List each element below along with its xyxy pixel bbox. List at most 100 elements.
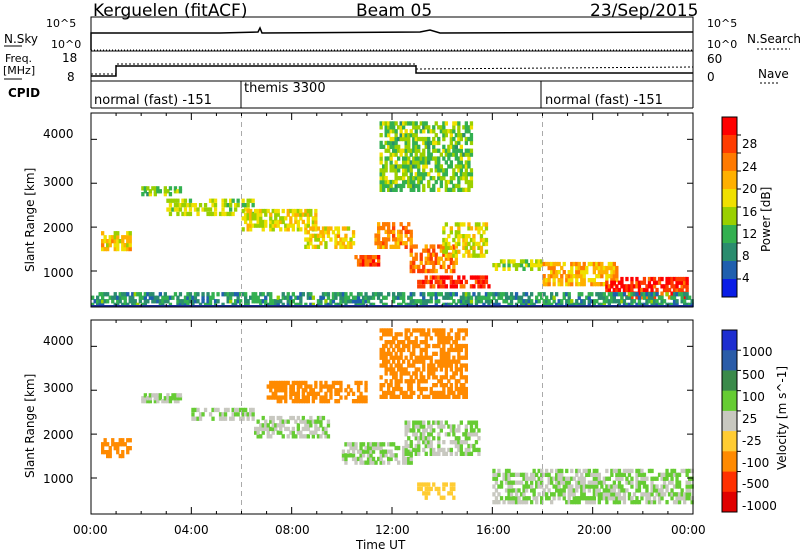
velocity-cell xyxy=(660,484,664,489)
y-tick-3000-bot: 3000 xyxy=(43,381,74,395)
power-cell xyxy=(580,265,584,271)
power-cell xyxy=(136,302,140,307)
velocity-cell xyxy=(652,488,657,493)
power-cell xyxy=(662,287,667,293)
velocity-cell xyxy=(464,347,468,353)
power-cell xyxy=(572,302,576,307)
velocity-cell xyxy=(422,428,426,433)
power-cell xyxy=(540,295,544,300)
velocity-cell xyxy=(397,359,401,364)
velocity-cell xyxy=(279,423,283,428)
power-cell xyxy=(414,140,418,146)
power-cell xyxy=(417,264,421,270)
power-cell xyxy=(432,144,436,149)
power-cell xyxy=(246,223,250,228)
power-cell xyxy=(409,233,413,238)
power-cell xyxy=(371,258,376,263)
velocity-cell xyxy=(655,488,659,493)
power-cell xyxy=(484,299,489,304)
power-cell xyxy=(153,186,157,191)
power-cell xyxy=(637,280,642,285)
power-cell xyxy=(399,237,403,242)
power-cell xyxy=(469,275,474,280)
velocity-cell xyxy=(550,476,554,481)
power-cell xyxy=(111,295,115,300)
velocity-cell xyxy=(407,386,411,392)
power-cell xyxy=(560,278,564,283)
power-cell xyxy=(419,279,423,285)
power-cell xyxy=(419,156,423,161)
velocity-cell xyxy=(384,359,388,364)
power-cell xyxy=(660,291,664,296)
power-cell xyxy=(454,234,458,239)
power-cell xyxy=(444,129,448,134)
power-cell xyxy=(437,160,441,165)
power-cell xyxy=(326,230,331,235)
power-cell xyxy=(299,208,303,214)
velocity-cell xyxy=(354,460,358,465)
velocity-cell xyxy=(524,496,529,501)
power-cell xyxy=(319,241,323,246)
velocity-cell xyxy=(437,447,441,453)
power-cell xyxy=(196,299,200,304)
velocity-cell xyxy=(412,432,416,437)
power-cell xyxy=(246,302,250,307)
velocity-cell xyxy=(198,416,203,421)
velocity-cell xyxy=(394,394,398,399)
power-cell xyxy=(178,203,183,208)
velocity-cell xyxy=(271,384,275,389)
power-cell xyxy=(296,219,300,225)
velocity-cell xyxy=(537,480,541,485)
velocity-cell xyxy=(605,492,609,497)
power-cell xyxy=(467,148,471,153)
power-cell xyxy=(289,223,293,228)
power-cell xyxy=(397,144,401,149)
velocity-colorbar-swatch xyxy=(722,350,737,371)
power-cell xyxy=(590,292,594,297)
power-cell xyxy=(680,280,684,285)
velocity-cell xyxy=(647,468,652,474)
power-cell xyxy=(111,239,115,244)
power-cell xyxy=(156,189,160,194)
power-cell xyxy=(256,208,260,214)
power-cell xyxy=(319,299,323,304)
power-cell xyxy=(449,129,453,134)
power-cell xyxy=(397,233,401,238)
velocity-cell xyxy=(617,480,622,485)
power-cell xyxy=(96,295,100,300)
power-cell xyxy=(432,252,436,257)
velocity-cell xyxy=(389,355,393,360)
power-cell xyxy=(462,133,466,138)
power-cell xyxy=(580,282,584,287)
velocity-cell xyxy=(407,394,411,399)
power-cell xyxy=(344,226,348,231)
velocity-cell xyxy=(334,399,338,404)
power-cell xyxy=(615,270,619,275)
power-cell xyxy=(251,292,255,297)
power-cell xyxy=(467,302,471,307)
velocity-cell xyxy=(439,355,443,360)
power-cell xyxy=(459,279,463,285)
power-cell xyxy=(198,302,203,307)
power-cell xyxy=(434,256,438,261)
velocity-cell xyxy=(570,468,574,474)
power-cell xyxy=(454,144,458,149)
velocity-cell xyxy=(622,472,627,477)
velocity-cell xyxy=(359,449,363,454)
power-cell xyxy=(148,189,152,194)
velocity-cell xyxy=(301,399,305,404)
power-cell xyxy=(427,260,431,265)
power-cell xyxy=(168,211,173,217)
velocity-cell xyxy=(399,363,403,368)
power-cell xyxy=(542,282,546,287)
power-cell xyxy=(467,160,471,165)
velocity-cell xyxy=(683,500,687,505)
power-cell xyxy=(432,284,436,289)
power-cell xyxy=(635,302,639,307)
velocity-cell xyxy=(379,453,383,458)
velocity-cell xyxy=(321,415,326,421)
velocity-cell xyxy=(560,476,564,481)
power-cell xyxy=(635,292,639,297)
velocity-cell xyxy=(394,456,398,462)
velocity-cell xyxy=(369,460,373,465)
